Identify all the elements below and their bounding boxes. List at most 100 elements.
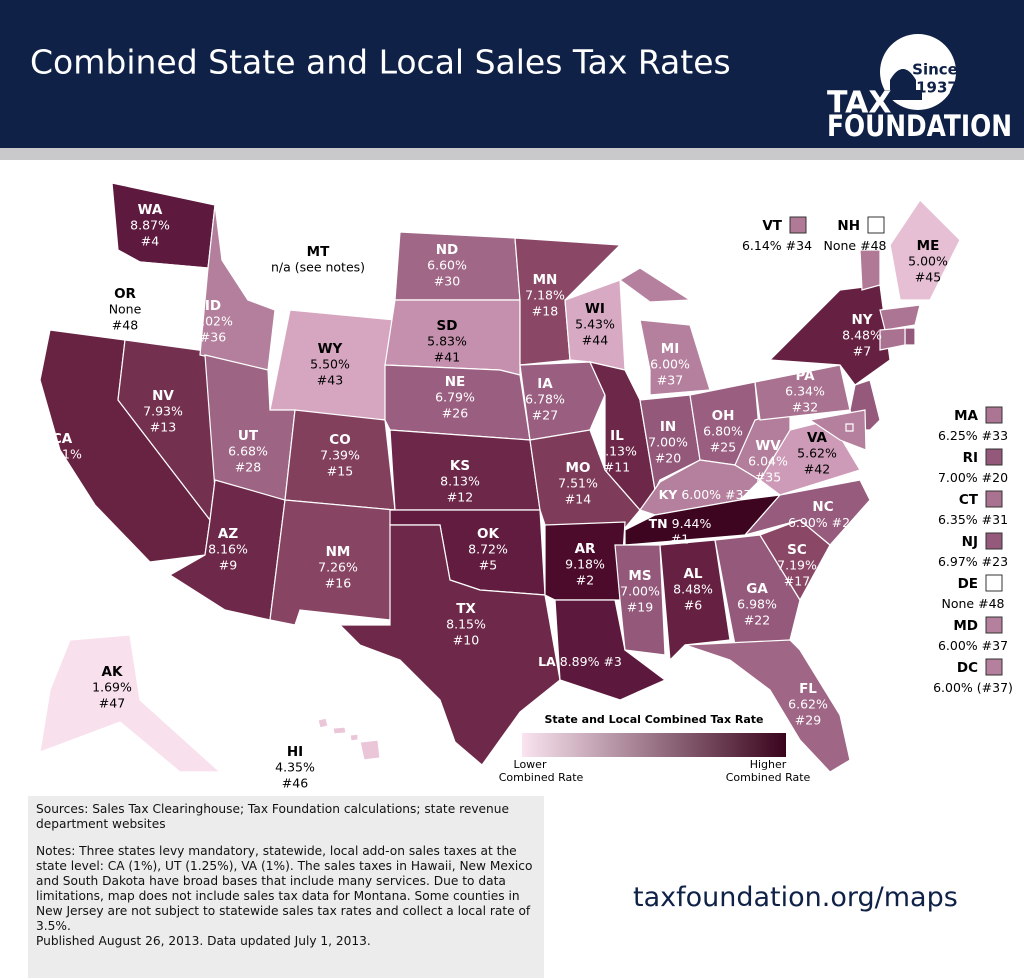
state-abbr: SD	[437, 318, 458, 334]
state-shape	[879, 327, 906, 351]
state-rate: None #48	[941, 596, 1004, 611]
state-abbr: MO	[566, 460, 591, 476]
state-rate: 7.19%	[777, 558, 817, 573]
state-rate: 6.90% #24	[788, 515, 858, 530]
state-abbr: MT	[307, 244, 330, 260]
state-abbr: GA	[746, 581, 768, 597]
legend-swatch	[985, 532, 1003, 550]
state-rate: 8.72%	[468, 542, 508, 557]
logo-since: Since	[912, 61, 958, 79]
url: taxfoundation.org/maps	[633, 882, 958, 913]
state-rate: 6.78%	[525, 392, 565, 407]
state-rank: #26	[442, 406, 468, 421]
legend-high: Higher	[750, 758, 787, 771]
legend-swatch	[985, 574, 1003, 592]
state-abbr: FL	[799, 681, 817, 697]
state-rank: #44	[582, 333, 608, 348]
state-rate: 6.60%	[427, 258, 467, 273]
state-abbr: AL	[683, 566, 702, 582]
legend-swatch	[985, 406, 1003, 424]
state-rate: 7.51%	[558, 476, 598, 491]
state-rate: 6.79%	[435, 390, 475, 405]
state-rank: #46	[282, 776, 308, 791]
legend-title: State and Local Combined Tax Rate	[545, 713, 764, 726]
state-rank: #15	[327, 464, 353, 479]
state-rank: #1	[671, 532, 689, 547]
state-shape	[714, 534, 801, 646]
state-rate: 9.18%	[565, 557, 605, 572]
state-rate: 8.41%	[42, 447, 82, 462]
state-rank: #36	[200, 330, 226, 345]
state-shape	[845, 423, 854, 432]
state-abbr: DE	[958, 576, 978, 592]
state-shape	[614, 544, 666, 656]
rate: None	[941, 596, 974, 611]
state-rate: 8.48%	[673, 582, 713, 597]
rate: 8.89%	[560, 654, 600, 669]
state-rate: 5.43%	[575, 317, 615, 332]
state-rate: 6.02%	[193, 314, 233, 329]
rate: 6.00%	[933, 680, 973, 695]
state-rank: #47	[99, 696, 125, 711]
state-abbr: MI	[661, 341, 679, 357]
state-rank: #2	[576, 573, 594, 588]
state-abbr: AR	[575, 541, 596, 557]
rate: 6.25%	[938, 428, 978, 443]
logo-tax: TAX	[827, 86, 891, 121]
state-abbr: TN	[649, 516, 668, 531]
rate: 6.14%	[742, 238, 782, 253]
state-rank: #19	[627, 600, 653, 615]
state-rate: 8.13%	[597, 444, 637, 459]
rank: #20	[982, 470, 1008, 485]
rank: (#37)	[977, 680, 1013, 695]
notes: Notes: Three states levy mandatory, stat…	[36, 844, 533, 933]
legend-swatch	[985, 448, 1003, 466]
rank: #24	[832, 515, 858, 530]
state-shape	[338, 524, 561, 766]
state-rate: 7.18%	[525, 288, 565, 303]
state-rate: 6.68%	[228, 444, 268, 459]
state-rate: 6.00% #37	[938, 638, 1008, 653]
state-shape	[529, 429, 641, 529]
rank: #3	[603, 654, 621, 669]
state-abbr: CO	[329, 432, 350, 448]
state-rank: #28	[235, 460, 261, 475]
state-rank: #20	[655, 451, 681, 466]
state-rank: #45	[915, 270, 941, 285]
rate: 6.90%	[788, 515, 828, 530]
rank: #37	[725, 487, 751, 502]
state-abbr: CT	[959, 492, 979, 508]
rank: #48	[978, 596, 1004, 611]
state-rank: #11	[604, 460, 630, 475]
rank: #48	[860, 238, 886, 253]
state-abbr: RI	[963, 450, 978, 466]
state-rate: 7.26%	[318, 560, 358, 575]
state-shape	[317, 717, 329, 729]
state-rank: #48	[112, 318, 138, 333]
state-rank: #4	[141, 234, 159, 249]
legend-swatch	[789, 216, 807, 234]
state-rate: 7.00% #20	[938, 470, 1008, 485]
state-abbr: MN	[533, 272, 558, 288]
state-rate: 4.35%	[275, 760, 315, 775]
state-rate: None	[109, 302, 142, 317]
state-rate: 8.16%	[208, 542, 248, 557]
state-abbr: CA	[52, 431, 73, 447]
state-rank: #13	[150, 420, 176, 435]
state-abbr: ME	[917, 238, 940, 254]
state-abbr: MA	[954, 408, 978, 424]
state-rate: 6.14% #34	[742, 238, 812, 253]
legend-swatch	[867, 216, 885, 234]
state-abbr: OH	[712, 408, 735, 424]
logo-dome	[884, 69, 922, 100]
state-rank: #37	[657, 373, 683, 388]
legend-swatch	[985, 616, 1003, 634]
state-abbr: VA	[807, 430, 828, 446]
sources: Sources: Sales Tax Clearinghouse; Tax Fo…	[36, 802, 509, 831]
state-rank: #41	[434, 350, 460, 365]
state-rate: 7.93%	[143, 404, 183, 419]
state-shape	[904, 327, 916, 346]
state-shape	[864, 429, 881, 456]
rate: 7.00%	[938, 470, 978, 485]
